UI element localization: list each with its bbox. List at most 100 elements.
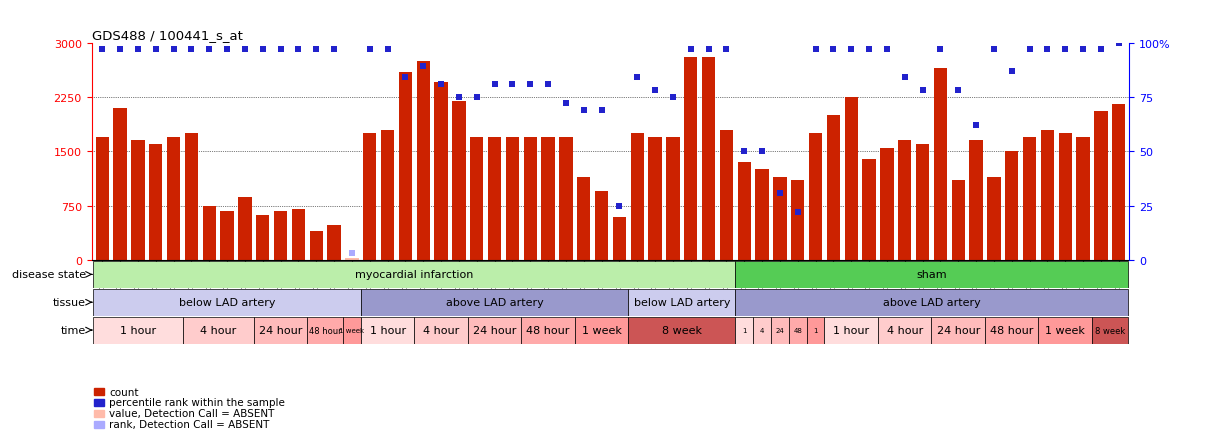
Bar <box>114 108 127 260</box>
Text: 48: 48 <box>794 327 802 333</box>
Bar <box>667 138 680 260</box>
Text: value, Detection Call = ABSENT: value, Detection Call = ABSENT <box>109 408 275 418</box>
Bar <box>951 181 965 260</box>
Bar <box>1094 112 1107 260</box>
Text: 48 hour: 48 hour <box>990 326 1033 335</box>
Bar <box>969 141 983 260</box>
Bar <box>221 211 233 260</box>
Bar <box>648 138 662 260</box>
Bar <box>753 317 770 344</box>
Bar <box>985 317 1039 344</box>
Bar <box>684 58 697 260</box>
Bar <box>93 289 361 316</box>
Bar <box>452 101 465 260</box>
Bar <box>735 317 753 344</box>
Text: count: count <box>109 387 139 397</box>
Bar <box>719 130 733 260</box>
Bar <box>735 261 1128 288</box>
Bar <box>399 72 413 260</box>
Bar <box>94 388 104 395</box>
Bar <box>1040 130 1054 260</box>
Text: 48 hour: 48 hour <box>309 326 342 335</box>
Bar <box>578 177 591 260</box>
Bar <box>1005 152 1018 260</box>
Bar <box>131 141 144 260</box>
Bar <box>630 134 643 260</box>
Bar <box>629 317 735 344</box>
Text: time: time <box>61 326 87 335</box>
Bar <box>899 141 911 260</box>
Bar <box>791 181 805 260</box>
Bar <box>629 289 735 316</box>
Bar <box>807 317 824 344</box>
Bar <box>521 317 575 344</box>
Bar <box>1092 317 1128 344</box>
Bar <box>308 317 343 344</box>
Text: disease state: disease state <box>12 270 87 279</box>
Bar <box>93 261 735 288</box>
Bar <box>256 216 270 260</box>
Bar <box>789 317 807 344</box>
Bar <box>93 317 182 344</box>
Bar <box>346 258 359 260</box>
Bar <box>310 231 322 260</box>
Bar <box>203 206 216 260</box>
Text: 4: 4 <box>759 327 764 333</box>
Text: 48 hour: 48 hour <box>526 326 570 335</box>
Bar <box>845 98 858 260</box>
Text: 1 week: 1 week <box>339 327 365 333</box>
Bar <box>363 134 376 260</box>
Text: 1 hour: 1 hour <box>120 326 156 335</box>
Bar <box>488 138 502 260</box>
Bar <box>559 138 573 260</box>
Bar <box>435 83 448 260</box>
Bar <box>737 163 751 260</box>
Bar <box>934 69 947 260</box>
Bar <box>702 58 716 260</box>
Bar <box>94 399 104 406</box>
Bar <box>95 138 109 260</box>
Text: percentile rank within the sample: percentile rank within the sample <box>109 398 284 408</box>
Bar <box>595 192 608 260</box>
Bar <box>292 210 305 260</box>
Text: above LAD artery: above LAD artery <box>446 298 543 307</box>
Bar <box>184 134 198 260</box>
Bar <box>878 317 932 344</box>
Bar <box>916 145 929 260</box>
Text: 8 week: 8 week <box>1095 326 1125 335</box>
Bar <box>274 211 287 260</box>
Text: 8 week: 8 week <box>662 326 702 335</box>
Bar <box>381 130 394 260</box>
Bar <box>416 62 430 260</box>
Text: 1 week: 1 week <box>581 326 621 335</box>
Text: 4 hour: 4 hour <box>886 326 923 335</box>
Bar <box>254 317 308 344</box>
Bar <box>505 138 519 260</box>
Bar <box>824 317 878 344</box>
Bar <box>468 317 521 344</box>
Bar <box>327 226 341 260</box>
Text: 24 hour: 24 hour <box>259 326 303 335</box>
Bar <box>932 317 985 344</box>
Text: myocardial infarction: myocardial infarction <box>355 270 474 279</box>
Bar <box>756 170 769 260</box>
Bar <box>988 177 1000 260</box>
Bar <box>524 138 537 260</box>
Bar <box>414 317 468 344</box>
Bar <box>94 421 104 428</box>
Text: 1: 1 <box>742 327 746 333</box>
Bar <box>827 116 840 260</box>
Text: 24 hour: 24 hour <box>473 326 516 335</box>
Bar <box>167 138 181 260</box>
Bar <box>238 197 252 260</box>
Bar <box>770 317 789 344</box>
Bar <box>613 217 626 260</box>
Text: below LAD artery: below LAD artery <box>634 298 730 307</box>
Text: tissue: tissue <box>54 298 87 307</box>
Bar <box>94 410 104 417</box>
Bar <box>1077 138 1090 260</box>
Bar <box>735 289 1128 316</box>
Text: 1: 1 <box>813 327 818 333</box>
Text: 4 hour: 4 hour <box>200 326 237 335</box>
Bar <box>880 148 894 260</box>
